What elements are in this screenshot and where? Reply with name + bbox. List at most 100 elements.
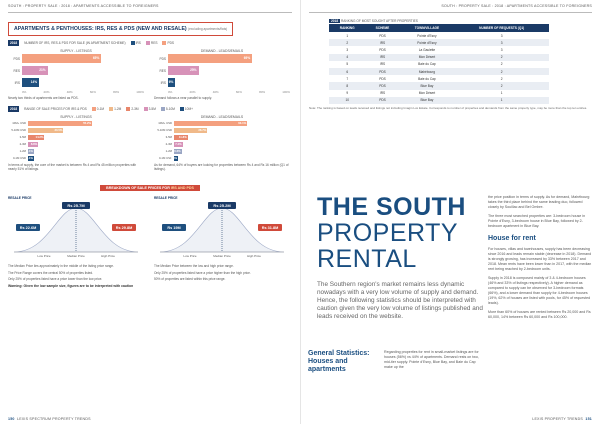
bar: 30.5% [28,127,64,133]
column-header: NUMBER OF REQUESTS (Q1) [454,24,549,32]
bar-track: 6% [168,78,290,87]
price-charts: SUPPLY - LISTINGS 10M+ USD 55.2% 5-10M USD… [8,115,292,171]
table-cell: Mon Désert [418,91,436,96]
tick-label: 0% [22,90,27,94]
bar-row: 10M+ USD 63.1% [154,120,290,126]
chart-title: SUPPLY - LISTINGS [60,49,92,53]
table-cell: 5 [346,62,349,67]
bar: 6% [168,78,176,87]
bar-row: 1-2M 5.1% [8,148,144,154]
table-cell: PDS [365,82,400,90]
chart-title: SUPPLY - LISTINGS [60,115,92,120]
data-label: 63.1% [238,121,247,126]
table-row: 2 IRS Pointe d'Esny 3 [329,39,549,47]
axis-label: High Price [247,254,261,258]
footer-text: LEXIS SPECTRUM PROPERTY TRENDS [17,417,91,421]
left-page: SOUTH : PROPERTY SALE : 2018 : APARTMENT… [8,4,292,421]
table-cell: PDS [379,76,386,81]
bar: 6.6% [174,148,182,154]
bar-row: PDS 65% [8,54,144,63]
paragraph: The three most searched properties are: … [488,214,586,229]
right-text-column: the price position in terms of supply. A… [488,195,592,324]
bar: 63.1% [174,120,248,126]
price-range-left: RESALE PRICE Rs 25.7M Rs 22.6M Rs 29.8M … [8,196,144,281]
tick-label: 80% [113,90,120,94]
table-note: Note: The ranking is based on leads rece… [309,105,588,110]
axis-label: Low Price [183,254,197,258]
table-cell: Mon Désert [399,53,455,61]
bar: 69% [168,54,253,63]
table-cell: 3 [454,39,549,47]
tick-label: 20% [43,90,50,94]
bar-track: 25% [168,66,290,75]
bar-row: RES 25% [154,66,290,75]
bar-track: 14.2% [28,134,144,140]
data-label: 6.6% [174,149,181,154]
legend-year-tag: 2018 [8,106,20,113]
headline-line3: RENTAL [317,245,417,274]
legend-item: 5-10M [160,107,175,112]
table-cell: 2 [500,62,503,67]
headline-line1: THE SOUTH [317,193,466,221]
tick-label: 80% [259,90,266,94]
high-badge [258,224,282,232]
data-label: 65% [92,56,100,60]
data-label: 5.1% [26,149,33,154]
table-row: 7 PDS Baie du Cap 2 [329,75,549,82]
bar-track: 5.1% [27,155,144,161]
table-cell: Baie du Cap [418,76,436,81]
legend-item-label: 1-2M [114,107,122,112]
tick-label: 60% [235,90,242,94]
table-cell: IRS [365,53,400,61]
median-badge [208,202,236,210]
banner-text: BREAKDOWN OF SALE PRICES FOR IRS AND PDS [100,185,200,192]
category-label: 5-10M USD [157,128,172,133]
table-cell: PDS [365,67,400,76]
table-cell: IRS [379,62,386,67]
data-label: 8.8% [30,142,38,147]
table-cell: 1 [346,33,349,38]
scheme-demand-chart: DEMAND - LEADS/EMAILS PDS 69% RES 25% IRS 6% … [154,49,290,100]
legend-item: 3-5M [143,107,156,112]
bar-row: PDS 69% [154,54,290,63]
table-cell: 7 [346,76,349,81]
median-value: Rs 25.2M [213,203,231,208]
table-cell: 1 [500,91,503,96]
axis-label: Low Price [37,254,51,258]
running-head-left: SOUTH : PROPERTY SALE : 2018 : APARTMENT… [8,4,292,13]
bar: 8.8% [28,141,39,147]
bell-note: The Price Range covers the central 50% o… [8,270,94,275]
legend-text: NUMBER OF IRS, RES & PDS FOR SALE (IN AP… [24,41,126,45]
bar-row: IRS 6% [154,78,290,87]
axis-label: Median Price [213,254,231,258]
high-value: Rs 31.8M [262,226,278,230]
chart-note: Demand follows a near parallel to supply… [154,96,213,100]
bar-row: 3-5M 14.2% [8,134,144,140]
legend-scheme: 2018 NUMBER OF IRS, RES & PDS FOR SALE (… [8,40,292,46]
bar: 21% [22,66,48,75]
category-label: 10M+ USD [158,121,172,126]
bar: 14.2% [28,134,45,140]
bar: 3.5% [171,155,179,161]
tick-label: 40% [66,90,73,94]
table-cell: Blue Bay [399,82,455,90]
category-label: RES [13,68,20,73]
tick-label: 40% [212,90,219,94]
legend-item-label: 3-5M [148,107,156,112]
breakdown-banner: BREAKDOWN OF SALE PRICES FOR IRS AND PDS [8,176,292,195]
legend-item-label: 0-1M [96,107,105,112]
legend-year-tag: 2018 [8,40,20,46]
table-row: 1 PDS Pointe d'Esny 3 [329,32,549,39]
bell-note: 50% of properties are listed within this… [154,276,226,281]
bar: 7.4% [174,141,183,147]
table-cell: IRS [365,39,400,47]
data-label: 55.2% [83,121,92,126]
data-label: 25% [190,68,197,72]
low-badge [162,224,186,232]
table-cell: 3 [500,47,503,52]
chart-note: Nearly two thirds of apartments are list… [8,96,79,100]
bell-title: RESALE PRICE [8,196,32,201]
bar: 5.1% [27,155,34,161]
data-label: 69% [243,56,251,60]
table-cell: Blue Bay [399,96,455,104]
